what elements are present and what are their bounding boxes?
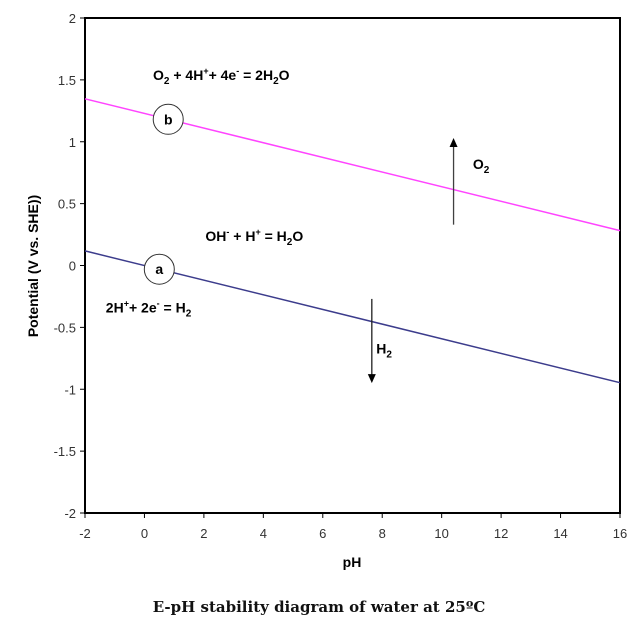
annotation-part: 2H [106, 300, 124, 316]
figure-caption: E-pH stability diagram of water at 25ºC [152, 598, 486, 616]
y-tick-label: 0 [69, 259, 76, 274]
x-tick-label: 8 [379, 526, 386, 541]
y-tick-label: -0.5 [54, 320, 76, 335]
y-axis-title: Potential (V vs. SHE)) [25, 195, 41, 337]
y-tick-label: -1 [64, 382, 76, 397]
annotation-eq-b: O2 + 4H++ 4e- = 2H2O [153, 66, 290, 87]
y-tick-label: 2 [69, 11, 76, 26]
annotation-arrow-label-h2: H2 [376, 340, 392, 360]
annotation-part: 2 [164, 76, 170, 87]
annotation-part: = H [160, 300, 186, 316]
x-tick-label: -2 [79, 526, 91, 541]
x-tick-label: 10 [434, 526, 448, 541]
x-tick-label: 0 [141, 526, 148, 541]
annotation-part: O [292, 228, 303, 244]
annotation-part: 2 [386, 349, 392, 360]
series-label-a: a [155, 261, 163, 277]
annotation-part: 2 [186, 309, 192, 320]
x-tick-label: 12 [494, 526, 508, 541]
annotation-eq-a: 2H++ 2e- = H2 [106, 299, 192, 320]
annotation-part: O [153, 67, 164, 83]
y-tick-label: -1.5 [54, 444, 76, 459]
annotation-part: - [236, 66, 239, 76]
annotation-part: OH [205, 228, 226, 244]
y-tick-label: -2 [64, 506, 76, 521]
series-label-b: b [164, 111, 173, 127]
annotation-part: = 2H [239, 67, 273, 83]
x-tick-label: 16 [613, 526, 627, 541]
annotation-part: - [157, 299, 160, 309]
annotation-part: + [124, 299, 129, 309]
annotation-part: + H [229, 228, 255, 244]
y-tick-label: 1.5 [58, 73, 76, 88]
annotation-part: + 4H [169, 67, 203, 83]
annotation-part: + 2e [129, 300, 157, 316]
x-tick-label: 4 [260, 526, 267, 541]
annotation-part: - [226, 227, 229, 237]
annotation-part: O [279, 67, 290, 83]
x-axis-title: pH [343, 554, 362, 570]
annotation-part: + [255, 227, 260, 237]
x-tick-label: 14 [553, 526, 567, 541]
y-tick-label: 0.5 [58, 197, 76, 212]
annotation-eq-mid: OH- + H+ = H2O [205, 227, 303, 248]
x-tick-label: 6 [319, 526, 326, 541]
x-tick-label: 2 [200, 526, 207, 541]
annotation-part: O [473, 156, 484, 172]
annotation-part: + 4e [209, 67, 237, 83]
annotation-part: = H [261, 228, 287, 244]
annotation-part: H [376, 340, 386, 356]
arrow-head-H2 [367, 374, 376, 384]
annotation-part: 2 [273, 76, 279, 87]
annotation-part: 2 [287, 237, 293, 248]
series-label-circle-a [143, 253, 175, 285]
annotation-part: + [203, 66, 208, 76]
series-label-circle-b [152, 103, 184, 135]
annotation-arrow-label-o2: O2 [473, 156, 490, 176]
annotation-part: 2 [484, 165, 490, 176]
y-tick-label: 1 [69, 135, 76, 150]
arrow-head-O2 [449, 138, 458, 148]
